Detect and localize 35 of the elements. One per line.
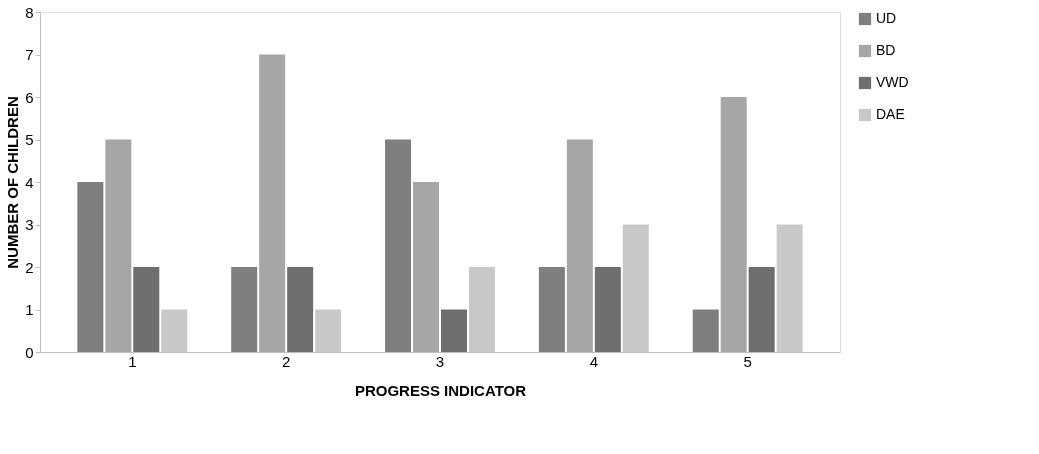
bar — [231, 267, 258, 352]
bar — [538, 267, 565, 352]
bar — [594, 267, 621, 352]
bar — [133, 267, 160, 352]
bar — [287, 267, 314, 352]
y-tick-label: 4 — [25, 173, 34, 191]
bar — [720, 97, 747, 352]
x-tick-label: 1 — [128, 352, 137, 370]
legend-label: VWD — [876, 74, 909, 90]
bar — [413, 182, 440, 352]
bar — [385, 139, 412, 352]
x-tick-label: 2 — [281, 352, 291, 370]
bar — [105, 139, 132, 352]
x-tick-label: 4 — [589, 352, 599, 370]
bar — [748, 267, 775, 352]
x-axis-title: PROGRESS INDICATOR — [354, 381, 527, 399]
bar — [77, 182, 104, 352]
bar — [566, 139, 593, 352]
y-tick-label: 1 — [25, 301, 34, 318]
y-tick-label: 3 — [25, 216, 34, 233]
legend-label: BD — [876, 42, 896, 58]
x-tick-label: 3 — [435, 352, 445, 370]
y-tick-label: 7 — [25, 46, 34, 63]
bar — [692, 309, 719, 352]
y-axis-title: NUMBER OF CHILDREN — [4, 96, 22, 269]
x-tick-label: 5 — [743, 352, 752, 370]
bar — [440, 309, 467, 352]
y-tick-label: 0 — [25, 343, 34, 361]
y-tick-label: 2 — [25, 258, 34, 276]
y-tick-label: 5 — [25, 131, 34, 148]
bar — [259, 54, 286, 352]
y-tick-label: 6 — [25, 88, 34, 106]
legend-label: UD — [876, 10, 897, 26]
legend-label: DAE — [876, 106, 905, 122]
y-tick-label: 8 — [25, 3, 34, 21]
